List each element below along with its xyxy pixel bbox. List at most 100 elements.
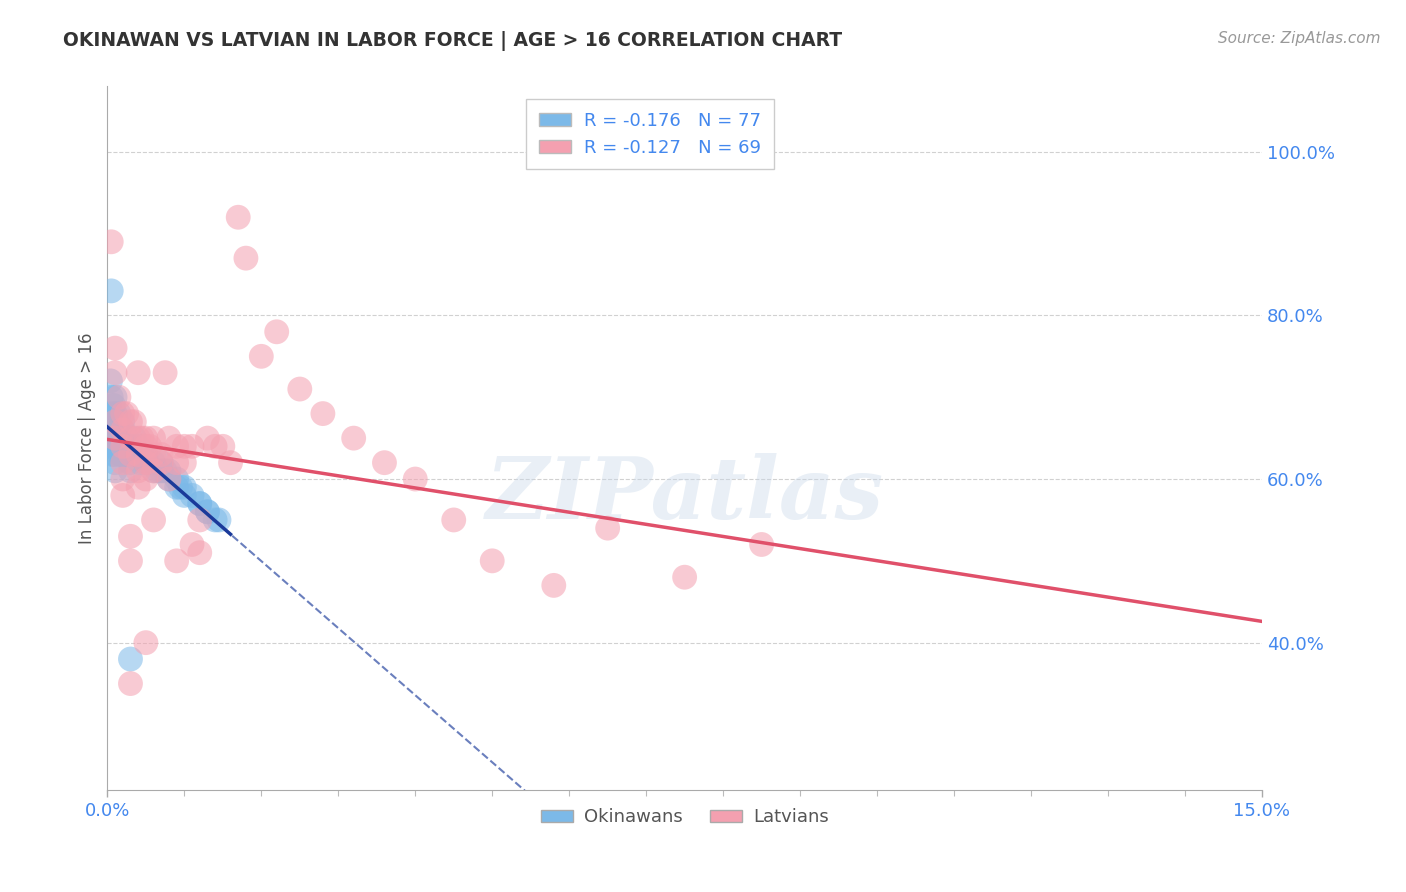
- Point: [157, 472, 180, 486]
- Point: [166, 472, 188, 486]
- Point: [288, 382, 311, 396]
- Point: [108, 448, 131, 462]
- Point: [173, 439, 195, 453]
- Point: [115, 407, 138, 421]
- Point: [197, 431, 219, 445]
- Point: [105, 423, 128, 437]
- Point: [226, 211, 249, 225]
- Point: [111, 407, 134, 421]
- Point: [111, 456, 134, 470]
- Point: [101, 407, 124, 421]
- Point: [120, 456, 142, 470]
- Point: [153, 366, 176, 380]
- Point: [312, 407, 335, 421]
- Point: [121, 448, 143, 462]
- Point: [104, 456, 127, 470]
- Text: Source: ZipAtlas.com: Source: ZipAtlas.com: [1218, 31, 1381, 46]
- Point: [110, 431, 132, 445]
- Point: [111, 472, 134, 486]
- Point: [104, 431, 127, 445]
- Point: [120, 554, 142, 568]
- Point: [142, 464, 165, 478]
- Point: [127, 366, 149, 380]
- Point: [150, 464, 173, 478]
- Point: [131, 448, 153, 462]
- Point: [100, 439, 122, 453]
- Point: [128, 456, 150, 470]
- Point: [127, 448, 149, 462]
- Point: [188, 546, 211, 560]
- Point: [142, 456, 165, 470]
- Point: [103, 415, 125, 429]
- Point: [197, 505, 219, 519]
- Point: [343, 431, 366, 445]
- Point: [135, 456, 157, 470]
- Point: [120, 529, 142, 543]
- Point: [481, 554, 503, 568]
- Point: [166, 456, 188, 470]
- Point: [111, 415, 134, 429]
- Point: [115, 439, 138, 453]
- Point: [115, 448, 138, 462]
- Point: [751, 537, 773, 551]
- Point: [120, 464, 142, 478]
- Point: [373, 456, 395, 470]
- Point: [101, 448, 124, 462]
- Point: [112, 431, 135, 445]
- Point: [150, 456, 173, 470]
- Point: [127, 464, 149, 478]
- Point: [404, 472, 426, 486]
- Point: [120, 415, 142, 429]
- Point: [111, 448, 134, 462]
- Point: [104, 415, 127, 429]
- Point: [157, 472, 180, 486]
- Point: [111, 439, 134, 453]
- Point: [101, 431, 124, 445]
- Point: [135, 448, 157, 462]
- Point: [127, 431, 149, 445]
- Point: [104, 464, 127, 478]
- Point: [124, 431, 146, 445]
- Point: [157, 464, 180, 478]
- Y-axis label: In Labor Force | Age > 16: In Labor Force | Age > 16: [79, 333, 96, 544]
- Point: [111, 448, 134, 462]
- Point: [120, 431, 142, 445]
- Point: [103, 431, 125, 445]
- Point: [108, 407, 131, 421]
- Point: [197, 505, 219, 519]
- Point: [127, 480, 149, 494]
- Legend: Okinawans, Latvians: Okinawans, Latvians: [533, 801, 837, 834]
- Point: [142, 464, 165, 478]
- Point: [181, 537, 204, 551]
- Point: [108, 390, 131, 404]
- Point: [100, 390, 122, 404]
- Point: [105, 431, 128, 445]
- Point: [104, 366, 127, 380]
- Point: [135, 635, 157, 649]
- Point: [111, 423, 134, 437]
- Point: [266, 325, 288, 339]
- Point: [111, 488, 134, 502]
- Point: [250, 349, 273, 363]
- Point: [166, 554, 188, 568]
- Point: [150, 448, 173, 462]
- Point: [104, 390, 127, 404]
- Point: [104, 423, 127, 437]
- Point: [596, 521, 619, 535]
- Point: [131, 431, 153, 445]
- Point: [142, 448, 165, 462]
- Point: [208, 513, 231, 527]
- Point: [204, 513, 226, 527]
- Point: [166, 480, 188, 494]
- Point: [112, 439, 135, 453]
- Point: [124, 448, 146, 462]
- Point: [157, 431, 180, 445]
- Point: [135, 439, 157, 453]
- Point: [105, 439, 128, 453]
- Point: [100, 284, 122, 298]
- Point: [127, 448, 149, 462]
- Point: [204, 439, 226, 453]
- Point: [543, 578, 565, 592]
- Point: [100, 374, 122, 388]
- Point: [101, 423, 124, 437]
